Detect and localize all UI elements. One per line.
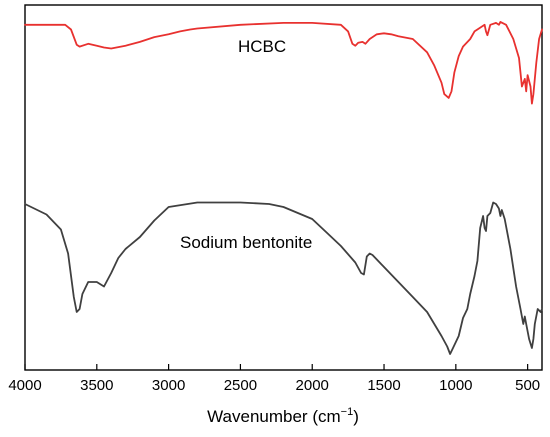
x-tick-label: 3000 [152,377,185,394]
x-tick-label: 2000 [296,377,329,394]
series-line-hcbc [24,20,543,105]
x-tick-label: 3500 [80,377,113,394]
x-axis-title-main: Wavenumber (cm [207,407,341,426]
x-tick-label: 1500 [367,377,400,394]
plot-frame [24,4,543,371]
series-label-hcbc: HCBC [238,37,286,56]
series-label-sodium-bentonite: Sodium bentonite [180,233,312,252]
x-tick-label: 1000 [439,377,472,394]
series-layer [24,20,543,355]
x-axis-title-superscript: −1 [341,406,354,418]
x-tick-label: 4000 [8,377,41,394]
x-axis: 4000 3500 3000 2500 2000 1500 1000 500 [8,364,540,394]
x-tick-label: 500 [515,377,540,394]
x-axis-title: Wavenumber (cm−1) [207,406,359,426]
x-axis-title-close: ) [353,407,359,426]
series-line-sodium-bentonite [24,201,543,355]
x-tick-label: 2500 [224,377,257,394]
